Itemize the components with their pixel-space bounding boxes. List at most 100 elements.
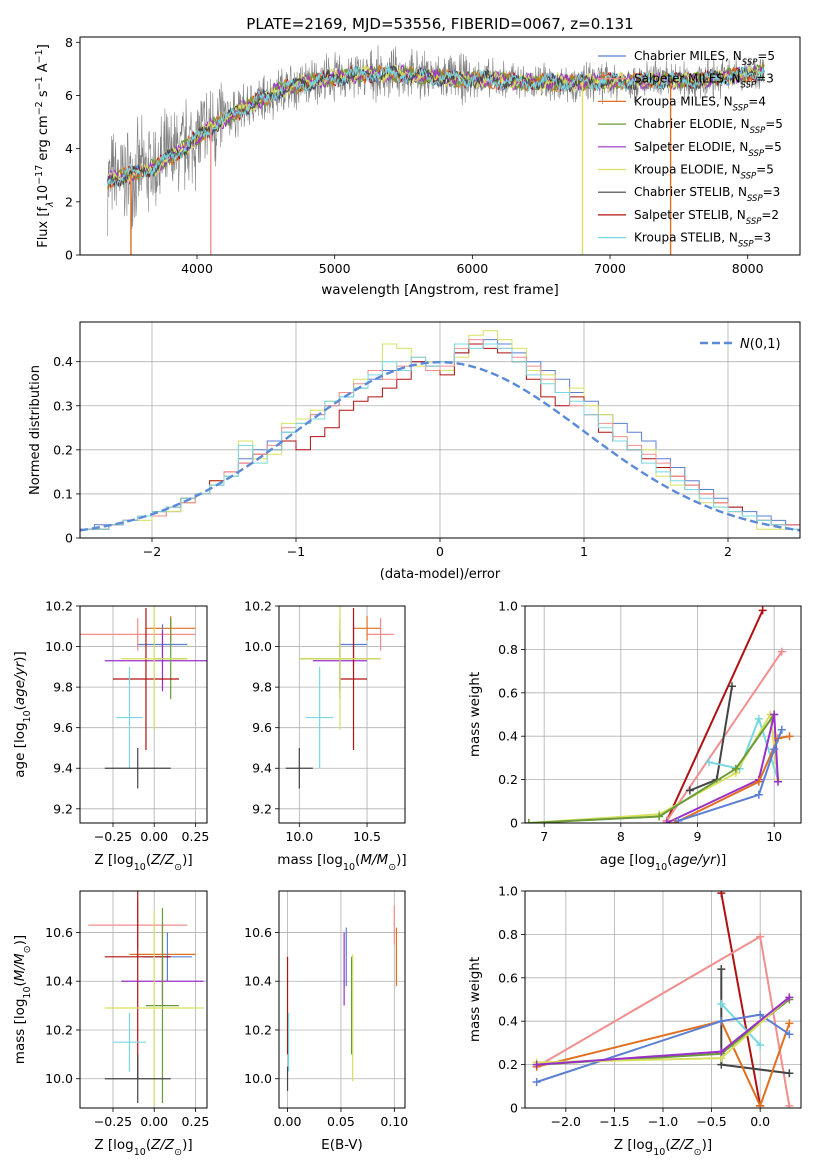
- gaussian-curve: [80, 360, 800, 532]
- x-tick-label: 2: [724, 544, 732, 559]
- y-tick-label: 9.2: [252, 801, 272, 816]
- y-tick-label: 9.8: [252, 680, 272, 695]
- y-tick-label: 10.6: [45, 925, 73, 940]
- weight-marker: [717, 999, 726, 1008]
- weight-marker: [731, 764, 740, 773]
- x-axis-label: (data-model)/error: [380, 567, 501, 582]
- weight-marker: [770, 710, 779, 719]
- weight-line: [666, 714, 779, 823]
- plot-area-age_vs_Z: [80, 606, 207, 789]
- plot-area-massweight_vs_Z: [532, 891, 794, 1108]
- y-tick-label: 8: [65, 35, 73, 50]
- weight-marker: [777, 725, 786, 734]
- x-tick-label: −0.25: [94, 829, 132, 844]
- axes-residuals: −2 −1 0 1 2 0 0.1 0.2 0.3 0.4 N(0,1) (data-model)/e…: [28, 321, 801, 582]
- plot-area-massweight_vs_age: [525, 606, 794, 823]
- weight-marker: [756, 1041, 765, 1050]
- axes-mass_vs_Z: −0.25 0.00 0.25 10.0 10.2 10.4 10.6 Z [log10(Z/…: [12, 890, 210, 1158]
- weight-line: [528, 713, 776, 823]
- weight-line: [674, 735, 790, 823]
- x-tick-label: 5000: [319, 261, 351, 276]
- legend-label: Chabrier STELIB, NSSP=3: [634, 185, 780, 204]
- weight-line: [536, 1020, 791, 1108]
- weight-line: [720, 893, 762, 1106]
- legend-label: Chabrier ELODIE, NSSP=5: [634, 117, 783, 136]
- weight-marker: [785, 732, 794, 741]
- weight-marker: [756, 1010, 765, 1019]
- axes-frame: [524, 890, 802, 1109]
- y-tick-label: 0: [510, 1101, 518, 1116]
- y-tick-label: 9.6: [252, 720, 272, 735]
- x-tick-label: 0.05: [327, 1114, 355, 1129]
- y-tick-label: 9.6: [53, 720, 73, 735]
- x-tick-label: 9: [694, 829, 702, 844]
- x-tick-label: 7: [540, 829, 548, 844]
- weight-marker: [785, 1019, 794, 1028]
- y-tick-label: 10.2: [244, 1022, 272, 1037]
- x-tick-label: 0.25: [182, 1114, 210, 1129]
- x-tick-label: 10.0: [285, 829, 313, 844]
- y-axis-label: mass [log10(M/M⊙)]: [12, 935, 33, 1064]
- y-tick-label: 0.4: [498, 729, 518, 744]
- weight-marker: [685, 786, 694, 795]
- y-tick-label: 0: [65, 248, 73, 263]
- y-tick-label: 1.0: [498, 884, 518, 899]
- x-tick-label: 10.5: [353, 829, 381, 844]
- legend-label: Salpeter STELIB, NSSP=2: [634, 208, 779, 227]
- weight-line: [708, 715, 779, 780]
- y-tick-label: 10.4: [45, 974, 73, 989]
- y-tick-label: 0.2: [53, 442, 73, 457]
- plot-area-residuals: [80, 330, 800, 532]
- y-axis-label: Flux [fλ10−17 erg cm−2 s−1 A−1]: [34, 44, 56, 248]
- weight-marker: [777, 647, 786, 656]
- weight-marker: [662, 819, 671, 823]
- y-tick-label: 0: [510, 816, 518, 831]
- axes-spectrum: 4000 5000 6000 7000 8000 0 2 4 6 8 Chabrier MILES,…: [34, 35, 801, 298]
- x-tick-label: 6000: [456, 261, 488, 276]
- y-tick-label: 1.0: [498, 599, 518, 614]
- x-tick-label: −0.25: [94, 1114, 132, 1129]
- weight-marker: [785, 1069, 794, 1078]
- y-tick-label: 0.4: [498, 1014, 518, 1029]
- y-axis-label: age [log10(age/yr)]: [12, 651, 33, 777]
- x-axis-label: wavelength [Angstrom, rest frame]: [321, 282, 559, 298]
- axes-frame: [79, 605, 208, 824]
- x-tick-label: 8000: [732, 261, 764, 276]
- y-tick-label: 2: [65, 194, 73, 209]
- weight-marker: [754, 790, 763, 799]
- y-tick-label: 10.2: [45, 599, 73, 614]
- spectrum-legend: Chabrier MILES, NSSP=5 Salpeter MILES, NS…: [598, 49, 783, 250]
- x-tick-label: −1.5: [599, 1114, 629, 1129]
- x-tick-label: 0.10: [380, 1114, 408, 1129]
- plot-area-spectrum: [107, 45, 765, 255]
- weight-marker: [525, 819, 533, 823]
- weight-marker: [705, 758, 713, 767]
- weight-marker: [785, 1101, 794, 1108]
- x-axis-label: Z [log10(Z/Z⊙)]: [614, 1137, 712, 1158]
- y-tick-label: 9.2: [53, 801, 73, 816]
- y-tick-label: 0.4: [53, 354, 73, 369]
- weight-marker: [785, 1030, 794, 1039]
- y-tick-label: 9.4: [252, 761, 272, 776]
- weight-marker: [756, 1101, 765, 1108]
- weight-marker: [717, 1017, 726, 1026]
- x-axis-label: age [log10(age/yr)]: [600, 852, 726, 873]
- x-axis-label: mass [log10(M/M⊙)]: [277, 852, 406, 873]
- x-axis-label: Z [log10(Z/Z⊙)]: [94, 852, 192, 873]
- x-tick-label: 0: [436, 544, 444, 559]
- y-tick-label: 0.1: [53, 486, 73, 501]
- axes-age_vs_Z: −0.25 0.00 0.25 9.2 9.4 9.6 9.8 10.0 10.2 Z [log1…: [12, 599, 209, 873]
- x-tick-label: −1: [287, 544, 305, 559]
- residual-legend: N(0,1): [700, 337, 781, 352]
- y-tick-label: 10.4: [244, 974, 272, 989]
- weight-marker: [785, 993, 794, 1002]
- axes-age_vs_mass: 10.0 10.5 9.2 9.4 9.6 9.8 10.0 10.2 mass [log10(…: [244, 599, 407, 873]
- weight-marker: [717, 891, 726, 898]
- axes-frame: [278, 605, 406, 824]
- weight-marker: [770, 745, 779, 754]
- y-tick-label: 0.6: [498, 970, 518, 985]
- y-tick-label: 0: [65, 531, 73, 546]
- axes-frame: [79, 890, 208, 1109]
- weight-marker: [756, 932, 765, 941]
- x-tick-label: −1.0: [648, 1114, 678, 1129]
